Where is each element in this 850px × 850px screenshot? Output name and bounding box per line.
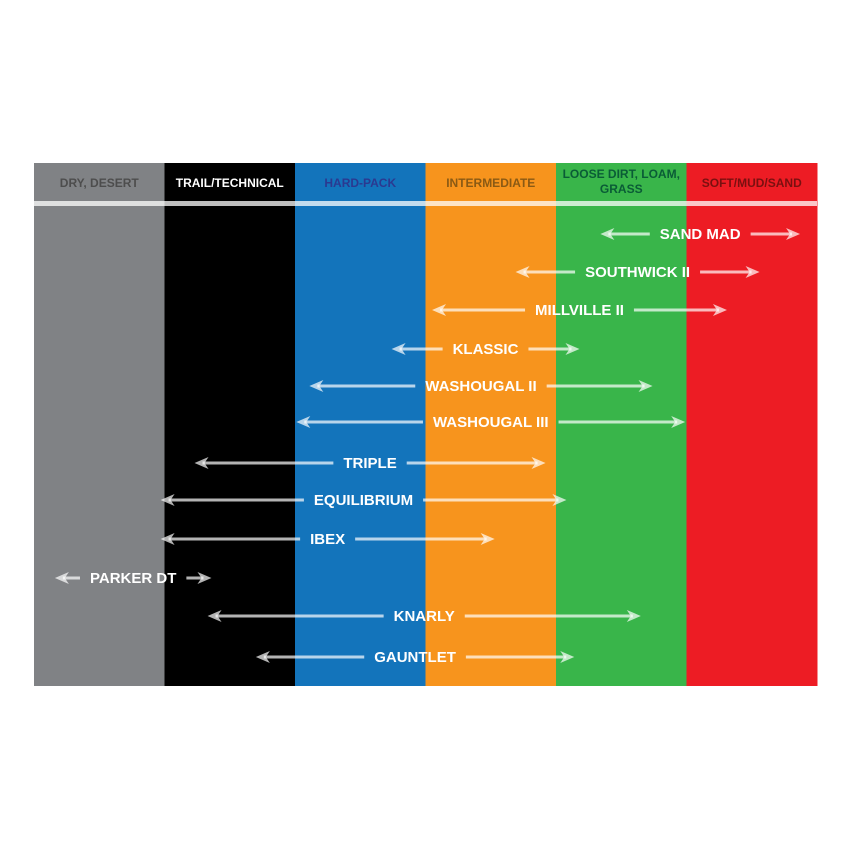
tire-name-label: WASHOUGAL III: [433, 414, 549, 431]
terrain-column: [425, 163, 557, 686]
arrow-head-right-icon: [480, 533, 495, 545]
tire-name-label: GAUNTLET: [374, 649, 456, 666]
tire-name-label: MILLVILLE II: [535, 302, 624, 319]
terrain-header-label: TRAIL/TECHNICAL: [176, 176, 284, 190]
arrow-head-right-icon: [638, 380, 653, 392]
tire-name-label: SAND MAD: [660, 226, 741, 243]
arrow-head-left-icon: [54, 572, 69, 584]
arrow-head-right-icon: [671, 416, 686, 428]
arrow-head-right-icon: [626, 610, 641, 622]
terrain-column: [556, 163, 687, 686]
arrow-head-left-icon: [600, 228, 615, 240]
arrow-head-left-icon: [432, 304, 447, 316]
tire-name-label: EQUILIBRIUM: [314, 492, 413, 509]
tire-range-arrow: PARKER DT: [54, 570, 212, 587]
tire-name-label: KLASSIC: [453, 341, 519, 358]
terrain-header-line: HARD-PACK: [324, 176, 396, 190]
terrain-header-label: HARD-PACK: [324, 176, 396, 190]
tire-range-arrow: WASHOUGAL III: [296, 414, 686, 431]
arrow-head-left-icon: [194, 457, 209, 469]
arrow-head-left-icon: [391, 343, 406, 355]
tire-name-label: WASHOUGAL II: [425, 378, 536, 395]
tire-range-arrow: MILLVILLE II: [432, 302, 727, 319]
header-divider: [34, 201, 817, 206]
terrain-header-label: SOFT/MUD/SAND: [702, 176, 802, 190]
tire-range-arrow: SOUTHWICK II: [515, 264, 760, 281]
tire-range-arrow: KNARLY: [207, 608, 641, 625]
arrow-head-left-icon: [255, 651, 270, 663]
tire-name-label: PARKER DT: [90, 570, 176, 587]
terrain-column: [295, 163, 426, 686]
arrow-head-right-icon: [197, 572, 212, 584]
tire-name-label: TRIPLE: [343, 455, 396, 472]
tire-range-arrow: GAUNTLET: [255, 649, 575, 666]
terrain-header-line: DRY, DESERT: [60, 176, 140, 190]
arrow-head-right-icon: [786, 228, 801, 240]
arrow-head-right-icon: [745, 266, 760, 278]
terrain-column: [34, 163, 165, 686]
arrow-head-right-icon: [560, 651, 575, 663]
arrow-head-right-icon: [565, 343, 580, 355]
tire-name-label: SOUTHWICK II: [585, 264, 690, 281]
arrow-head-left-icon: [160, 533, 175, 545]
terrain-header-line: LOOSE DIRT, LOAM,: [563, 167, 680, 181]
arrow-head-left-icon: [515, 266, 530, 278]
tire-range-arrow: IBEX: [160, 531, 495, 548]
arrow-head-left-icon: [160, 494, 175, 506]
tire-range-arrow: KLASSIC: [391, 341, 580, 358]
tire-name-label: IBEX: [310, 531, 345, 548]
arrow-head-right-icon: [712, 304, 727, 316]
tire-range-arrow: WASHOUGAL II: [309, 378, 653, 395]
terrain-header-line: TRAIL/TECHNICAL: [176, 176, 284, 190]
terrain-column: [686, 163, 818, 686]
tire-range-arrow: TRIPLE: [194, 455, 546, 472]
arrow-head-right-icon: [552, 494, 567, 506]
terrain-header-label: LOOSE DIRT, LOAM, GRASS: [563, 167, 680, 196]
arrow-head-left-icon: [296, 416, 311, 428]
terrain-header-line: GRASS: [600, 182, 643, 196]
tire-range-arrow: SAND MAD: [600, 226, 801, 243]
terrain-header-line: INTERMEDIATE: [446, 176, 535, 190]
terrain-header-label: DRY, DESERT: [60, 176, 140, 190]
arrow-head-right-icon: [531, 457, 546, 469]
arrow-head-left-icon: [309, 380, 324, 392]
terrain-column: [164, 163, 296, 686]
terrain-header-label: INTERMEDIATE: [446, 176, 535, 190]
terrain-header-line: SOFT/MUD/SAND: [702, 176, 802, 190]
tire-name-label: KNARLY: [394, 608, 455, 625]
tire-range-arrow: EQUILIBRIUM: [160, 492, 567, 509]
arrow-head-left-icon: [207, 610, 222, 622]
